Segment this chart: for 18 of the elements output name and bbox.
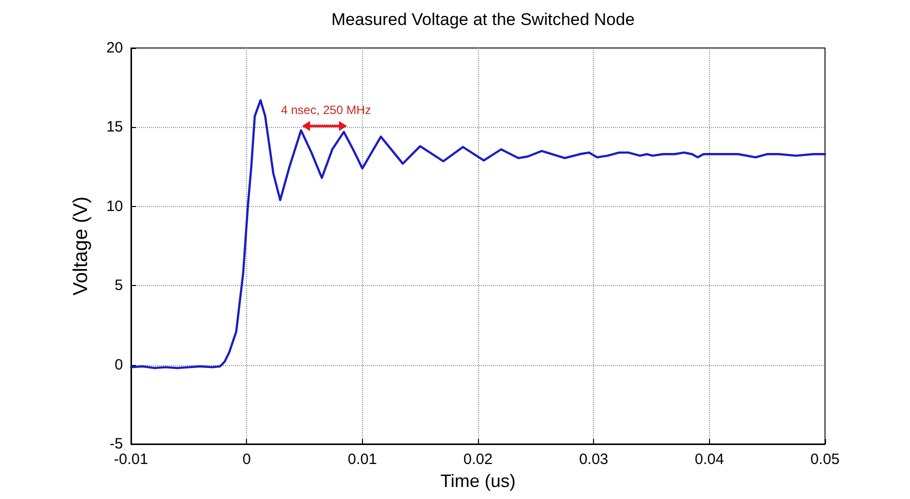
x-tick-label: 0 bbox=[242, 451, 251, 468]
annotation: 4 nsec, 250 MHz bbox=[280, 103, 372, 117]
x-tick-label: 0.04 bbox=[694, 451, 724, 468]
x-tick-label: -0.01 bbox=[114, 451, 148, 468]
x-tick-label: 0.05 bbox=[810, 451, 840, 468]
chart-title: Measured Voltage at the Switched Node bbox=[331, 10, 635, 29]
y-tick-label: 20 bbox=[106, 40, 123, 56]
x-axis-title: Time (us) bbox=[440, 470, 516, 491]
y-tick-label: 0 bbox=[114, 356, 123, 374]
y-tick-label: 15 bbox=[106, 118, 123, 136]
y-tick-label: 10 bbox=[106, 198, 123, 215]
y-tick-label: -5 bbox=[110, 436, 123, 452]
y-axis-title: Voltage (V) bbox=[70, 196, 92, 296]
y-tick-label: 5 bbox=[114, 277, 123, 294]
x-tick-label: 0.02 bbox=[463, 451, 493, 468]
x-tick-label: 0.03 bbox=[579, 451, 608, 468]
x-tick-label: 0.01 bbox=[348, 451, 377, 468]
line-series bbox=[130, 99, 826, 370]
